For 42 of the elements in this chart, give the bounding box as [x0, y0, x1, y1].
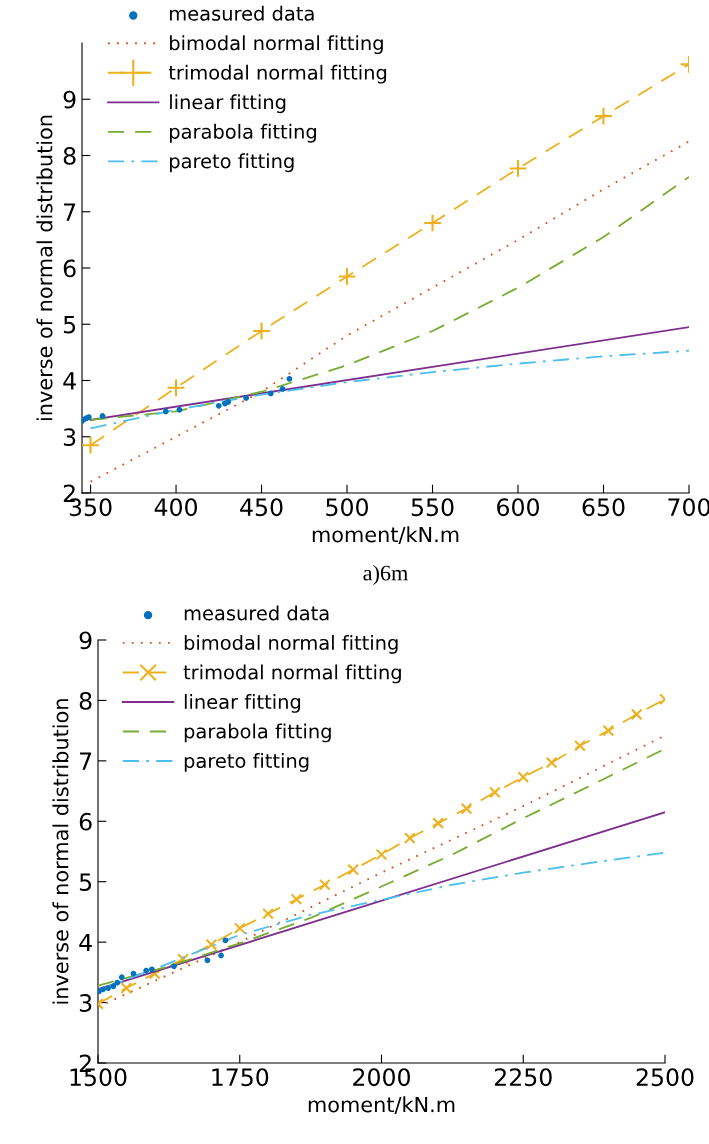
- y-tick-label: 3: [79, 994, 92, 1012]
- x-tick-label: 550: [411, 498, 454, 517]
- x-tick-label: 2000: [353, 1068, 410, 1087]
- legend-label: parabola fitting: [170, 123, 316, 143]
- y-tick-label: 9: [63, 90, 76, 109]
- y-tick-label: 5: [63, 316, 76, 334]
- y-tick-label: 6: [63, 259, 76, 278]
- x-tick-label: 1750: [212, 1068, 269, 1087]
- y-tick-label: 6: [79, 812, 92, 831]
- y-tick-label: 4: [63, 372, 76, 390]
- y-tick-label: 8: [63, 146, 76, 165]
- legend-label: linear fitting: [184, 694, 301, 713]
- x-tick-label: 500: [326, 498, 368, 517]
- legend-label: measured data: [184, 605, 329, 621]
- x-tick-label: 600: [497, 498, 539, 517]
- y-tick-label: 8: [79, 691, 92, 710]
- y-tick-label: 5: [79, 873, 92, 892]
- x-tick-label: 450: [240, 498, 283, 517]
- legend-label: bimodal normal fitting: [170, 35, 383, 55]
- y-tick-label: 3: [63, 428, 76, 447]
- y-tick-label: 7: [80, 752, 92, 770]
- y-tick-label: 9: [79, 631, 92, 650]
- x-tick-label: 650: [582, 498, 625, 517]
- text: a)6m: [363, 564, 408, 586]
- y-axis-title: inverse of normal distribution: [52, 699, 69, 1004]
- y-tick-label: 4: [79, 933, 92, 952]
- x-tick-label: 2500: [636, 1068, 694, 1087]
- x-axis-title: moment/kN.m: [308, 1096, 455, 1115]
- x-axis-title: moment/kN.m: [312, 526, 459, 545]
- legend-label: trimodal normal fitting: [183, 664, 401, 684]
- legend-label: parabola fitting: [184, 723, 331, 743]
- x-tick-label: 700: [668, 498, 709, 517]
- legend-label: pareto fitting: [170, 153, 294, 173]
- y-axis-title: inverse of normal distribution: [36, 115, 53, 421]
- x-tick-label: 400: [154, 498, 198, 517]
- legend-label: measured data: [170, 5, 314, 21]
- legend-label: trimodal normal fitting: [168, 64, 387, 84]
- legend-label: pareto fitting: [184, 753, 309, 772]
- x-tick-label: 2250: [494, 1068, 552, 1087]
- y-tick-label: 7: [64, 203, 76, 221]
- legend-label: bimodal normal fitting: [184, 634, 398, 654]
- legend-label: linear fitting: [170, 94, 286, 114]
